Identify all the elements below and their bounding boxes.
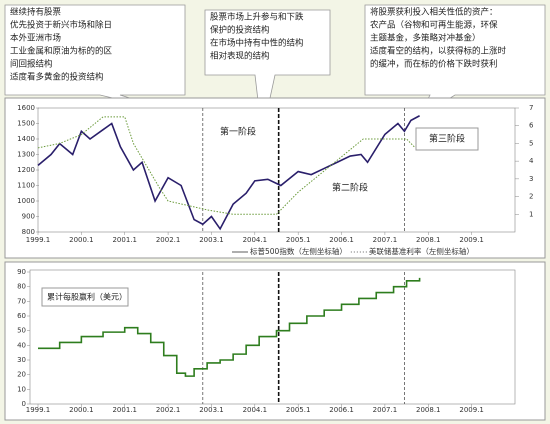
x-tick-label: 2008.1 <box>416 236 441 244</box>
callouts <box>4 4 546 136</box>
y-tick-label: 900 <box>22 213 35 221</box>
x-tick-label: 2003.1 <box>199 406 224 414</box>
y2-tick-label: 1 <box>529 210 533 218</box>
callout-text: 继续持有股票 <box>10 7 62 18</box>
y2-tick-label: 4 <box>529 157 534 165</box>
y2-tick-label: 2 <box>529 193 533 201</box>
panel <box>4 261 546 421</box>
annotation: 第二阶段 <box>332 182 368 194</box>
y-tick-label: 800 <box>22 228 35 236</box>
x-tick-label: 2008.1 <box>416 406 441 414</box>
title-box <box>41 287 129 307</box>
x-tick-label: 2000.1 <box>69 236 94 244</box>
y-tick-label: 1300 <box>17 151 35 159</box>
annotation: 第三阶段 <box>429 133 465 145</box>
callout-text: 将股票获利投入相关性低的资产： <box>370 7 498 18</box>
y-tick-label: 10 <box>17 385 26 393</box>
x-tick-label: 2002.1 <box>156 406 181 414</box>
x-tick-label: 2005.1 <box>286 406 311 414</box>
series-line <box>38 277 421 377</box>
callout-text: 本外亚洲市场 <box>10 33 61 44</box>
y-tick-label: 20 <box>17 371 26 379</box>
x-tick-label: 2004.1 <box>243 236 268 244</box>
callout-text: 的缓冲，而在标的价格下跌时获利 <box>370 59 498 70</box>
y-tick-label: 1100 <box>17 182 35 190</box>
annotation-box <box>415 127 479 151</box>
x-tick-label: 2003.1 <box>199 236 224 244</box>
x-tick-label: 2006.1 <box>329 236 354 244</box>
x-tick-label: 2007.1 <box>373 406 398 414</box>
legend-label: 美联储基准利率（左侧坐标轴） <box>369 246 474 256</box>
x-tick-label: 2000.1 <box>69 406 94 414</box>
callout-text: 农产品（谷物和可再生能源，环保 <box>370 20 498 31</box>
y-tick-label: 1400 <box>17 135 35 143</box>
callout-text: 适度看多黄金的投资结构 <box>10 72 104 83</box>
y-tick-label: 40 <box>17 341 26 349</box>
series-line <box>37 116 416 215</box>
callout-text: 适度看空的结构，以获得标的上涨时 <box>370 46 507 57</box>
x-tick-label: 1999.1 <box>26 406 51 414</box>
x-tick-label: 2006.1 <box>329 406 354 414</box>
x-tick-label: 2004.1 <box>243 406 268 414</box>
x-tick-label: 2009.1 <box>459 406 484 414</box>
y-tick-label: 50 <box>17 327 26 335</box>
callout-text: 相对表现的结构 <box>210 51 270 62</box>
y-tick-label: 1000 <box>17 197 35 205</box>
callout-text: 股票市场上升参与和下跌 <box>210 12 304 23</box>
y2-tick-label: 6 <box>529 122 534 130</box>
x-tick-label: 1999.1 <box>26 236 51 244</box>
plot-frame <box>29 269 516 405</box>
legend-label: 标普500指数（左侧坐标轴） <box>250 246 347 256</box>
callout-text: 主题基金，多策略对冲基金） <box>370 33 481 44</box>
callout-text: 优先投资于新兴市场和除日 <box>10 20 112 31</box>
callout-text: 间回报结构 <box>10 59 53 70</box>
annotation: 第一阶段 <box>220 126 256 138</box>
callout-text: 在市场中持有中性的结构 <box>210 38 304 49</box>
x-tick-label: 2007.1 <box>373 236 398 244</box>
y2-tick-label: 7 <box>529 104 533 112</box>
chart-title: 累计每股赢利（美元） <box>47 292 127 302</box>
panel <box>4 97 546 259</box>
y-tick-label: 1200 <box>17 166 35 174</box>
y-tick-label: 1500 <box>17 120 35 128</box>
y-tick-label: 30 <box>17 356 26 364</box>
y2-tick-label: 3 <box>529 175 533 183</box>
y-tick-label: 70 <box>17 297 26 305</box>
x-tick-label: 2005.1 <box>286 236 311 244</box>
y-tick-label: 80 <box>17 283 26 291</box>
y-tick-label: 90 <box>17 268 26 276</box>
y-tick-label: 1600 <box>17 104 35 112</box>
x-tick-label: 2002.1 <box>156 236 181 244</box>
x-tick-label: 2001.1 <box>112 406 137 414</box>
x-tick-label: 2001.1 <box>112 236 137 244</box>
callout-text: 保护的投资结构 <box>210 25 270 36</box>
x-tick-label: 2009.1 <box>459 236 484 244</box>
y2-tick-label: 5 <box>529 139 533 147</box>
callout-text: 工业金属和原油为标的的区 <box>10 46 113 57</box>
y-tick-label: 0 <box>22 400 26 408</box>
series-line <box>37 115 420 231</box>
y-tick-label: 60 <box>17 312 26 320</box>
